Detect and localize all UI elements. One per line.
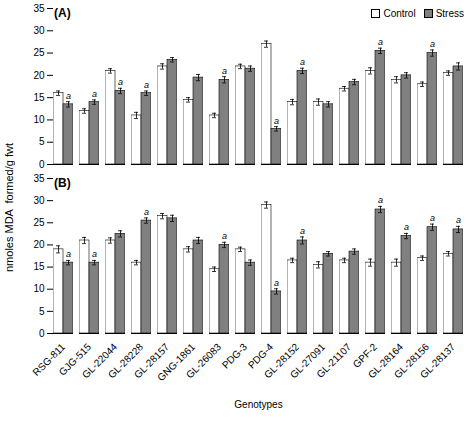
- svg-text:a: a: [92, 89, 97, 99]
- svg-text:30: 30: [33, 195, 45, 206]
- svg-text:a: a: [92, 249, 97, 259]
- svg-text:a: a: [378, 37, 383, 47]
- svg-text:a: a: [404, 222, 409, 232]
- svg-text:a: a: [456, 215, 461, 225]
- svg-text:GL-28152: GL-28152: [261, 341, 302, 381]
- svg-text:a: a: [66, 91, 71, 101]
- svg-text:a: a: [274, 278, 279, 288]
- svg-text:GL-26083: GL-26083: [184, 341, 224, 381]
- svg-text:a: a: [144, 80, 149, 90]
- svg-text:GL-28228: GL-28228: [105, 341, 146, 381]
- svg-text:GL-27091: GL-27091: [287, 341, 328, 381]
- svg-text:GL-22044: GL-22044: [79, 341, 120, 381]
- svg-text:GL-28157: GL-28157: [131, 341, 172, 381]
- svg-text:GPF-2: GPF-2: [350, 341, 380, 370]
- html-text:(B): (B): [54, 176, 71, 190]
- svg-text:GL-21107: GL-21107: [314, 341, 353, 380]
- svg-text:GL-28164: GL-28164: [365, 341, 406, 381]
- svg-text:0: 0: [39, 328, 45, 339]
- svg-text:a: a: [222, 66, 227, 76]
- svg-text:a: a: [430, 39, 435, 49]
- svg-text:35: 35: [33, 3, 45, 14]
- svg-text:35: 35: [33, 173, 45, 184]
- svg-text:PDG-3: PDG-3: [220, 341, 250, 371]
- svg-text:5: 5: [39, 136, 45, 147]
- svg-text:a: a: [300, 57, 305, 67]
- html-text:Control: Control: [383, 8, 416, 19]
- svg-text:GL-28137: GL-28137: [418, 341, 458, 381]
- svg-text:RSG-811: RSG-811: [30, 341, 68, 378]
- svg-text:10: 10: [33, 283, 45, 294]
- svg-text:25: 25: [33, 47, 45, 58]
- svg-text:a: a: [430, 213, 435, 223]
- svg-text:Genotypes: Genotypes: [234, 399, 282, 410]
- svg-text:a: a: [66, 249, 71, 259]
- svg-text:25: 25: [33, 217, 45, 228]
- svg-text:PDG-4: PDG-4: [245, 341, 276, 371]
- svg-text:a: a: [118, 77, 123, 87]
- svg-text:a: a: [378, 195, 383, 205]
- svg-text:5: 5: [39, 306, 45, 317]
- svg-text:15: 15: [33, 92, 45, 103]
- svg-text:20: 20: [33, 239, 45, 250]
- svg-text:GL-28156: GL-28156: [391, 341, 432, 381]
- html-text:nmoles MDA formed/g fwt: nmoles MDA formed/g fwt: [3, 143, 15, 272]
- html-text:Stress: Stress: [435, 8, 464, 19]
- svg-text:0: 0: [39, 159, 45, 170]
- svg-text:GNG-1861: GNG-1861: [155, 341, 198, 384]
- svg-text:15: 15: [33, 261, 45, 272]
- svg-text:a: a: [274, 116, 279, 126]
- svg-text:GJG-515: GJG-515: [56, 341, 94, 378]
- svg-text:30: 30: [33, 25, 45, 36]
- svg-text:a: a: [144, 207, 149, 217]
- svg-text:a: a: [222, 231, 227, 241]
- html-text:(A): (A): [54, 6, 71, 20]
- svg-text:10: 10: [33, 114, 45, 125]
- svg-text:20: 20: [33, 70, 45, 81]
- svg-text:a: a: [300, 226, 305, 236]
